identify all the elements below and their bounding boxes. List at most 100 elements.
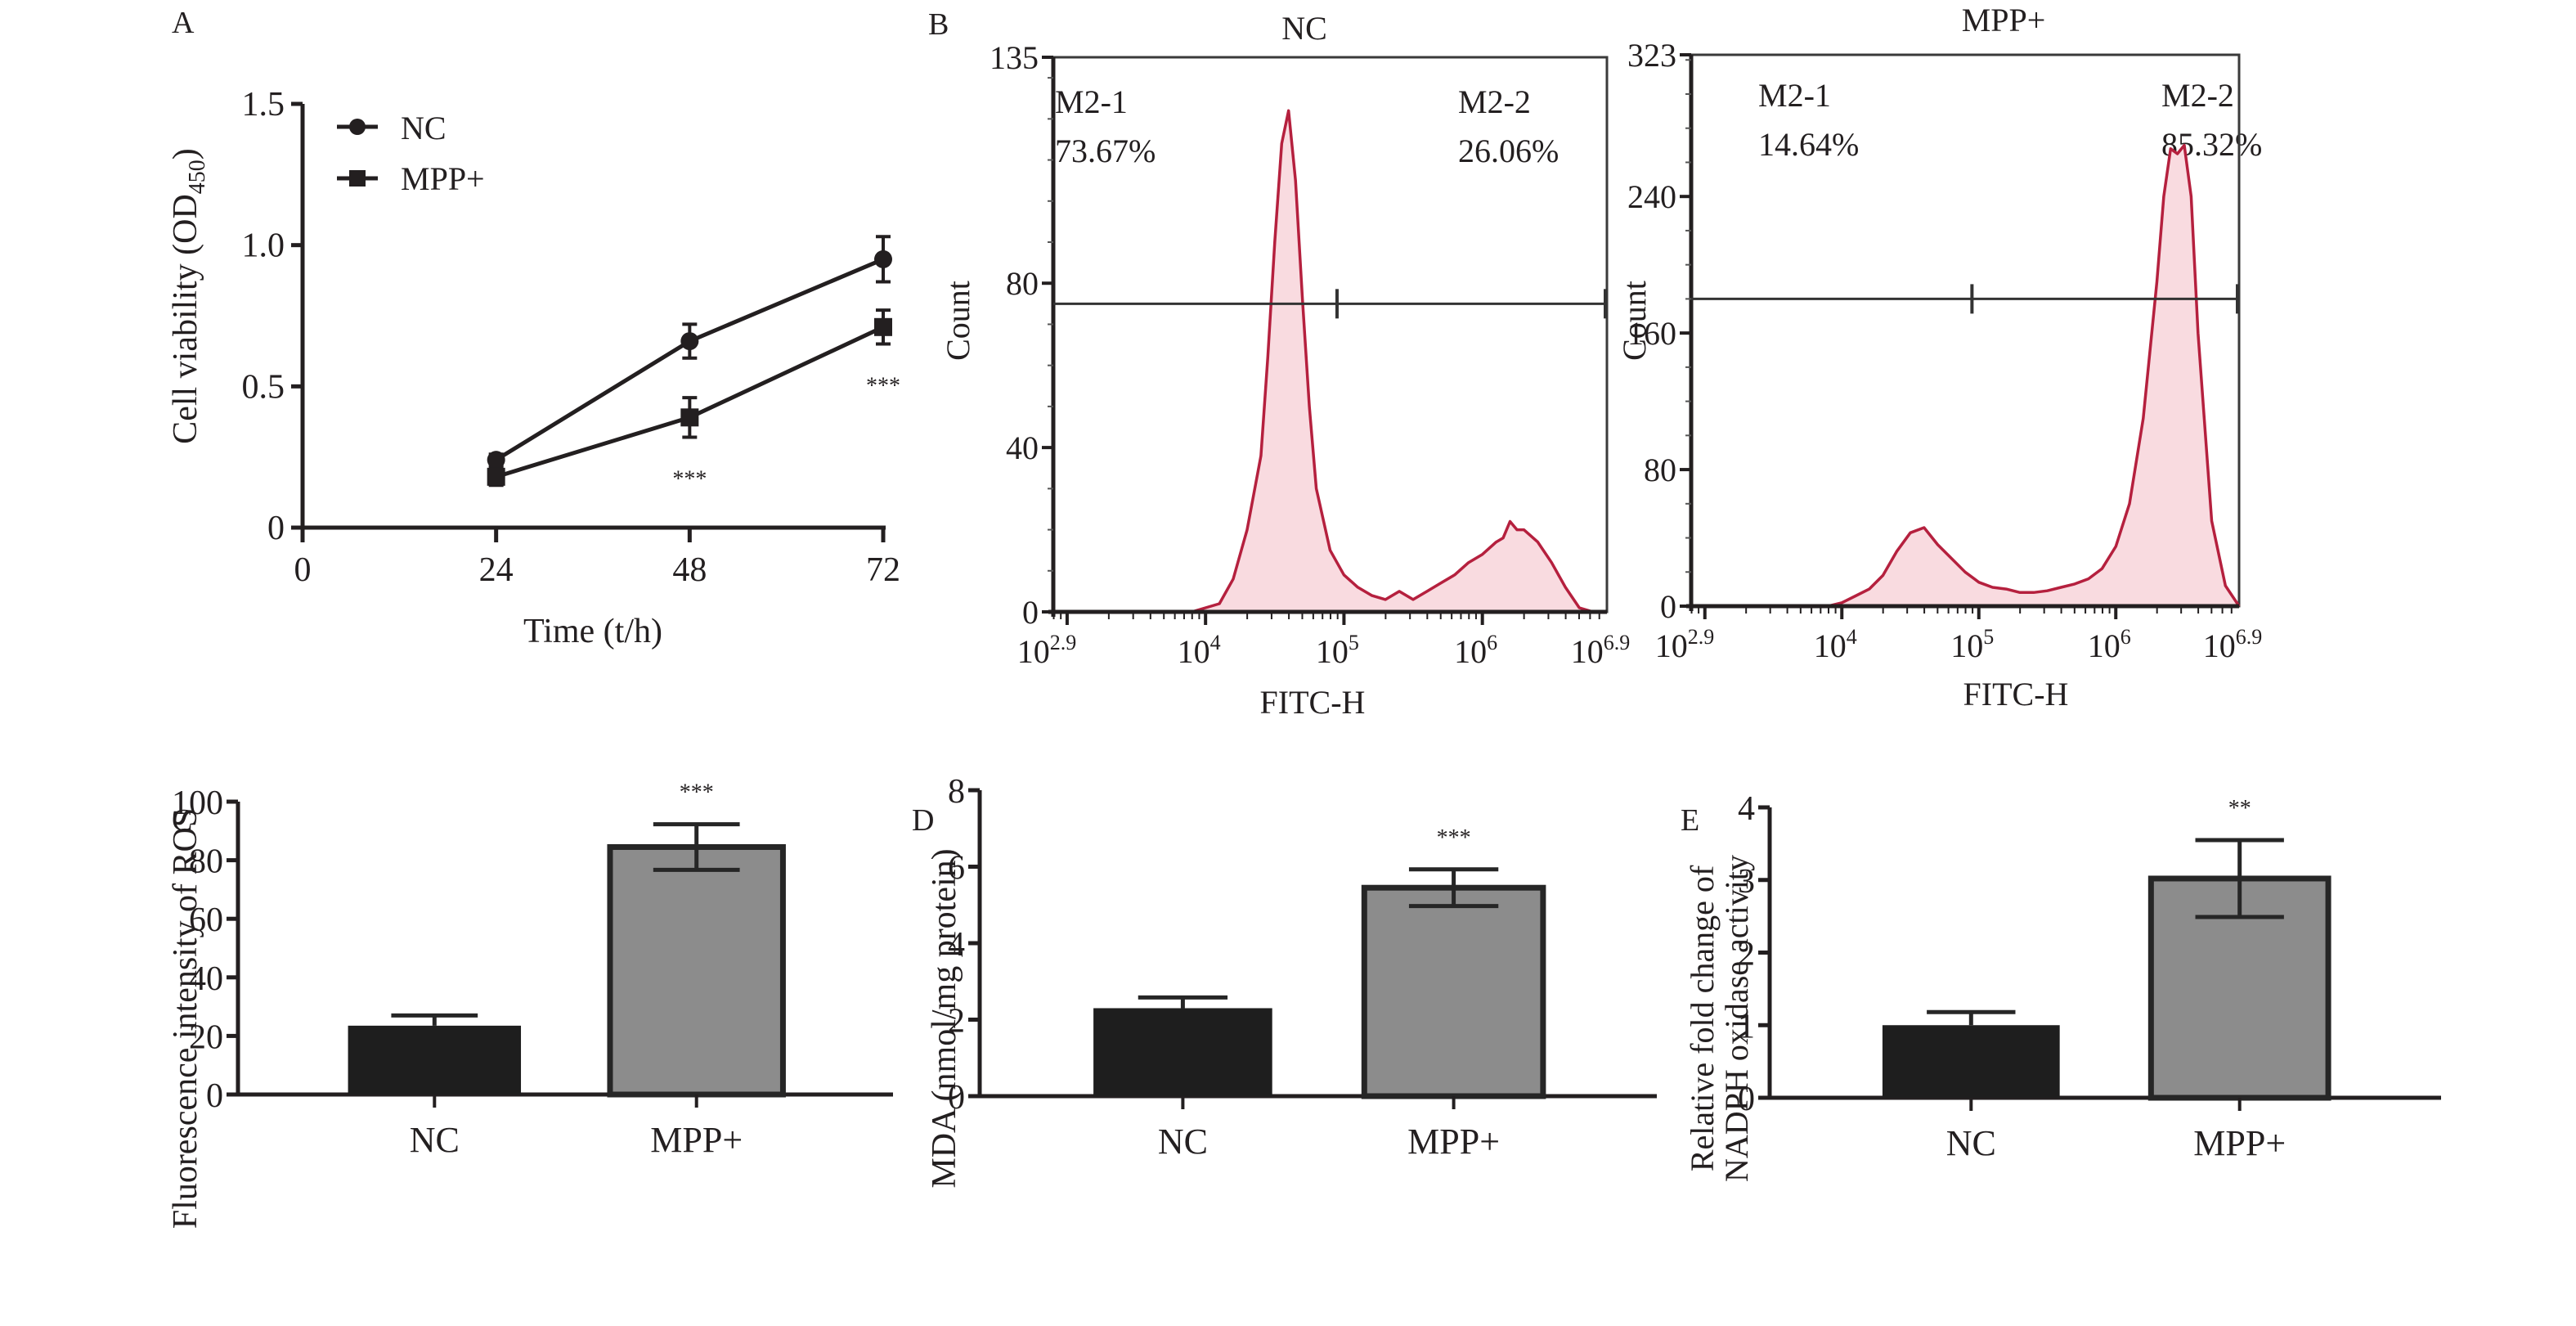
- panel-b-nc: NC Count FITC-H M2-1 73.67% M2-2 26.06% …: [940, 10, 1630, 721]
- panel-label-b: B: [928, 7, 949, 42]
- data-point: [680, 332, 699, 351]
- x-tick-label: MPP+: [1407, 1121, 1500, 1162]
- x-tick-exponent: 6.9: [2236, 625, 2263, 649]
- significance-label: ***: [672, 466, 707, 492]
- y-tick-label: 60: [189, 901, 223, 939]
- y-tick-label: 2: [1738, 936, 1755, 973]
- y-tick-label: 0: [1022, 594, 1039, 631]
- x-tick-label: 104: [1178, 631, 1221, 670]
- x-tick-exponent: 5: [1983, 625, 1994, 649]
- data-point: [487, 467, 505, 486]
- y-tick-label: 4: [948, 926, 965, 964]
- y-tick-label: 0: [1738, 1081, 1755, 1118]
- bar-mpp: [607, 843, 786, 1098]
- x-tick-exponent: 4: [1847, 625, 1857, 649]
- y-tick-label: 0.5: [242, 368, 285, 406]
- panel-a-plot: 0 0.5 1.0 1.5 0 24 48 72 *** ***: [242, 86, 901, 589]
- panel-a-xlabel: Time (t/h): [523, 613, 662, 650]
- x-tick-exponent: 6: [2120, 625, 2131, 649]
- y-tick-label: 323: [1627, 37, 1676, 74]
- y-tick-label: 20: [189, 1018, 223, 1056]
- bar-nc: [348, 1025, 522, 1095]
- x-tick-exponent: 6.9: [1604, 631, 1631, 654]
- panel-a-legend: NC MPP+: [337, 110, 485, 197]
- y-tick-label: 1.5: [242, 86, 285, 124]
- x-tick-exponent: 4: [1210, 631, 1221, 654]
- panel-label-a: A: [172, 6, 195, 40]
- panel-label-e: E: [1681, 803, 1699, 838]
- x-tick-label: 102.9: [1017, 631, 1077, 670]
- gate-nc-1-percent: 73.67%: [1055, 133, 1156, 169]
- data-point: [680, 408, 699, 427]
- y-tick-label: 100: [172, 784, 223, 822]
- panel-b-mpp-xlabel: FITC-H: [1963, 676, 2069, 712]
- panel-e-plot: 0 1 2 3 4 NC MPP+ **: [1738, 790, 2441, 1163]
- panel-c-plot: 0 20 40 60 80 100 NC MPP+ ***: [172, 780, 893, 1160]
- y-tick-label: 0: [206, 1077, 223, 1115]
- panel-a: Time (t/h) Cell viability (OD450) NC MPP…: [167, 86, 900, 650]
- y-tick-label: 160: [1627, 315, 1676, 352]
- y-tick-label: 1.0: [242, 227, 285, 265]
- significance-label: ***: [866, 374, 900, 399]
- legend-nc-marker: [349, 119, 366, 135]
- panel-a-ylabel-sub: 450: [185, 160, 210, 194]
- y-tick-label: 80: [1644, 452, 1676, 488]
- x-tick-label: 0: [294, 551, 312, 589]
- y-tick-label: 40: [1006, 429, 1039, 466]
- panel-c: Fluorescence intensity of ROS 0 20 40 60 80 1…: [167, 780, 893, 1229]
- panel-a-ylabel-main: Cell viability (OD: [167, 194, 204, 444]
- y-tick-label: 2: [948, 1003, 965, 1041]
- panel-d-ylabel: MDA (nmol/mg protein): [926, 848, 963, 1188]
- x-tick-label: 106.9: [1571, 631, 1631, 670]
- x-tick-base: 10: [1655, 627, 1688, 664]
- y-tick-label: 80: [189, 843, 223, 881]
- x-tick-label: 24: [479, 551, 514, 589]
- panel-b-nc-title: NC: [1281, 10, 1327, 47]
- y-tick-label: 0: [1660, 588, 1676, 625]
- panel-c-ylabel: Fluorescence intensity of ROS: [167, 808, 204, 1229]
- x-tick-base: 10: [1178, 633, 1210, 670]
- gate-mpp-1-percent: 14.64%: [1758, 126, 1859, 163]
- y-tick-label: 6: [948, 850, 965, 888]
- histogram-line: [1053, 109, 1607, 614]
- panel-a-ylabel-end: ): [167, 148, 204, 160]
- x-tick-exponent: 2.9: [1050, 631, 1077, 654]
- x-tick-label: 106: [1454, 631, 1497, 670]
- x-tick-label: 72: [866, 551, 900, 589]
- y-tick-label: 4: [1738, 790, 1755, 828]
- panel-b-nc-ylabel: Count: [940, 281, 976, 361]
- gate-mpp-2-name: M2-2: [2161, 77, 2234, 114]
- x-tick-label: 105: [1316, 631, 1359, 670]
- panel-b-mpp-title: MPP+: [1962, 2, 2046, 38]
- data-point: [487, 451, 505, 470]
- bar-nc: [1882, 1025, 2060, 1098]
- x-tick-base: 10: [2203, 627, 2236, 664]
- y-tick-label: 240: [1627, 178, 1676, 215]
- y-tick-label: 0: [948, 1079, 965, 1117]
- panel-e-ylabel-line1: Relative fold change of: [1684, 865, 1721, 1171]
- panel-d: MDA (nmol/mg protein) 0 2 4 6 8 NC MPP+ ***: [926, 773, 1657, 1189]
- panel-b-mpp-ylabel: Count: [1616, 281, 1653, 361]
- x-tick-label: 106: [2088, 625, 2131, 664]
- x-tick-base: 10: [1316, 633, 1349, 670]
- significance-label: ***: [680, 780, 714, 806]
- panel-label-d: D: [912, 803, 934, 838]
- panel-b-mpp: MPP+ Count FITC-H M2-1 14.64% M2-2 85.32…: [1616, 2, 2262, 712]
- bar-nc: [1093, 1008, 1272, 1096]
- x-tick-exponent: 2.9: [1688, 625, 1715, 649]
- x-tick-exponent: 5: [1349, 631, 1359, 654]
- panel-b-nc-xlabel: FITC-H: [1260, 684, 1366, 721]
- panel-d-plot: 0 2 4 6 8 NC MPP+ ***: [948, 773, 1657, 1162]
- y-tick-label: 1: [1738, 1008, 1755, 1045]
- x-tick-label: 48: [672, 551, 707, 589]
- x-tick-exponent: 6: [1487, 631, 1497, 654]
- x-tick-label: NC: [1158, 1121, 1208, 1162]
- y-tick-label: 8: [948, 773, 965, 811]
- x-tick-label: NC: [410, 1120, 460, 1160]
- x-tick-label: MPP+: [2193, 1123, 2286, 1163]
- y-tick-label: 0: [267, 510, 285, 547]
- x-tick-base: 10: [1814, 627, 1847, 664]
- x-tick-label: 102.9: [1655, 625, 1715, 664]
- data-point: [874, 249, 892, 268]
